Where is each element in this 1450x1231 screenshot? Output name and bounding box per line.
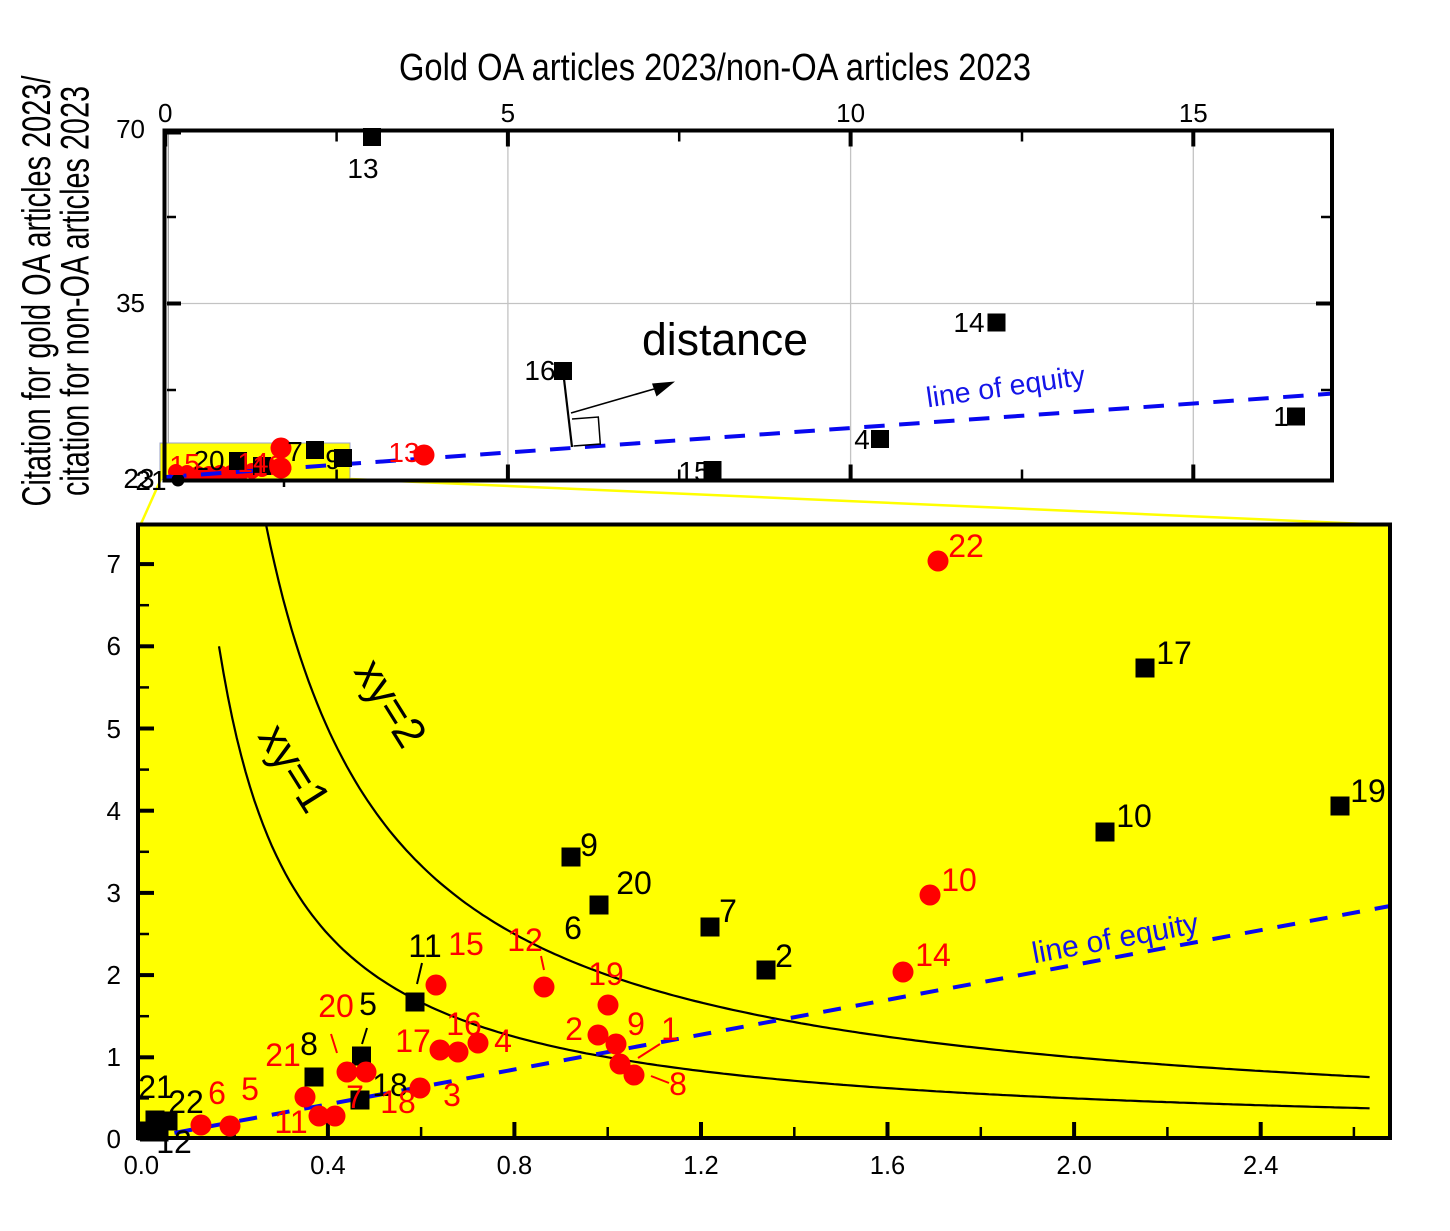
svg-text:20: 20 xyxy=(193,445,224,476)
svg-text:8: 8 xyxy=(669,1066,687,1102)
svg-text:20: 20 xyxy=(318,988,354,1024)
svg-text:20: 20 xyxy=(616,865,652,901)
svg-text:1: 1 xyxy=(661,1011,679,1047)
svg-text:3: 3 xyxy=(107,878,121,908)
svg-text:1: 1 xyxy=(1273,401,1289,432)
svg-text:21: 21 xyxy=(138,1069,174,1105)
svg-text:70: 70 xyxy=(116,114,145,144)
svg-text:0: 0 xyxy=(107,1124,121,1154)
svg-text:9: 9 xyxy=(580,827,598,863)
svg-text:6: 6 xyxy=(564,910,582,946)
svg-text:1: 1 xyxy=(169,450,185,481)
svg-text:12: 12 xyxy=(507,922,543,958)
svg-text:6: 6 xyxy=(107,631,121,661)
svg-text:3: 3 xyxy=(443,1077,461,1113)
svg-text:22: 22 xyxy=(948,528,984,564)
svg-text:9: 9 xyxy=(325,444,341,475)
svg-text:13: 13 xyxy=(347,153,378,184)
svg-text:0.0: 0.0 xyxy=(124,1152,159,1180)
svg-text:10: 10 xyxy=(252,450,283,481)
svg-text:5: 5 xyxy=(241,1071,259,1107)
svg-text:15: 15 xyxy=(448,926,484,962)
svg-text:5: 5 xyxy=(501,98,515,128)
svg-text:4: 4 xyxy=(107,796,121,826)
svg-text:5: 5 xyxy=(107,714,121,744)
svg-text:Citation for gold OA articles: Citation for gold OA articles 2023/ xyxy=(15,75,59,507)
svg-text:14: 14 xyxy=(915,937,951,973)
svg-text:2: 2 xyxy=(565,1011,583,1047)
svg-text:citation for non-OA articles 2: citation for non-OA articles 2023 xyxy=(54,86,98,496)
svg-text:1.2: 1.2 xyxy=(683,1152,718,1180)
svg-text:12: 12 xyxy=(156,1124,192,1160)
svg-text:10: 10 xyxy=(836,98,865,128)
svg-text:35: 35 xyxy=(116,288,145,318)
svg-text:16: 16 xyxy=(446,1006,482,1042)
svg-text:7: 7 xyxy=(346,1079,364,1115)
svg-text:17: 17 xyxy=(395,1023,431,1059)
svg-text:1.6: 1.6 xyxy=(870,1152,905,1180)
svg-text:7: 7 xyxy=(107,549,121,579)
svg-text:16: 16 xyxy=(524,355,555,386)
svg-text:2.0: 2.0 xyxy=(1056,1152,1091,1180)
svg-text:15: 15 xyxy=(678,456,709,487)
svg-text:2: 2 xyxy=(107,960,121,990)
svg-text:10: 10 xyxy=(1116,798,1152,834)
svg-text:2.4: 2.4 xyxy=(1243,1152,1278,1180)
svg-text:4: 4 xyxy=(854,424,870,455)
svg-text:distance: distance xyxy=(642,314,808,365)
svg-text:5: 5 xyxy=(359,986,377,1022)
svg-text:18: 18 xyxy=(372,1067,408,1103)
svg-text:13: 13 xyxy=(388,437,419,468)
svg-text:1: 1 xyxy=(107,1042,121,1072)
svg-text:7: 7 xyxy=(719,893,737,929)
svg-text:0: 0 xyxy=(158,98,172,128)
svg-text:9: 9 xyxy=(627,1006,645,1042)
svg-text:22: 22 xyxy=(168,1084,204,1120)
svg-text:6: 6 xyxy=(208,1075,226,1111)
svg-text:19: 19 xyxy=(588,956,624,992)
svg-text:21: 21 xyxy=(265,1037,301,1073)
svg-text:17: 17 xyxy=(1156,635,1192,671)
svg-text:21: 21 xyxy=(135,465,166,496)
svg-text:8: 8 xyxy=(300,1026,318,1062)
svg-text:23: 23 xyxy=(123,463,154,494)
svg-text:Gold OA articles 2023/non-OA a: Gold OA articles 2023/non-OA articles 20… xyxy=(399,47,1031,89)
svg-text:10: 10 xyxy=(941,862,977,898)
svg-text:11: 11 xyxy=(274,1104,307,1140)
svg-text:2: 2 xyxy=(775,938,793,974)
svg-text:0.8: 0.8 xyxy=(497,1152,532,1180)
svg-text:7: 7 xyxy=(287,436,303,467)
svg-text:14: 14 xyxy=(953,307,984,338)
svg-text:4: 4 xyxy=(494,1023,512,1059)
svg-text:14: 14 xyxy=(237,447,268,478)
svg-text:5: 5 xyxy=(184,448,200,479)
svg-text:15: 15 xyxy=(1179,98,1208,128)
svg-text:18: 18 xyxy=(380,1084,416,1120)
svg-text:11: 11 xyxy=(408,928,441,964)
svg-text:0.4: 0.4 xyxy=(310,1152,345,1180)
svg-text:19: 19 xyxy=(1350,773,1386,809)
